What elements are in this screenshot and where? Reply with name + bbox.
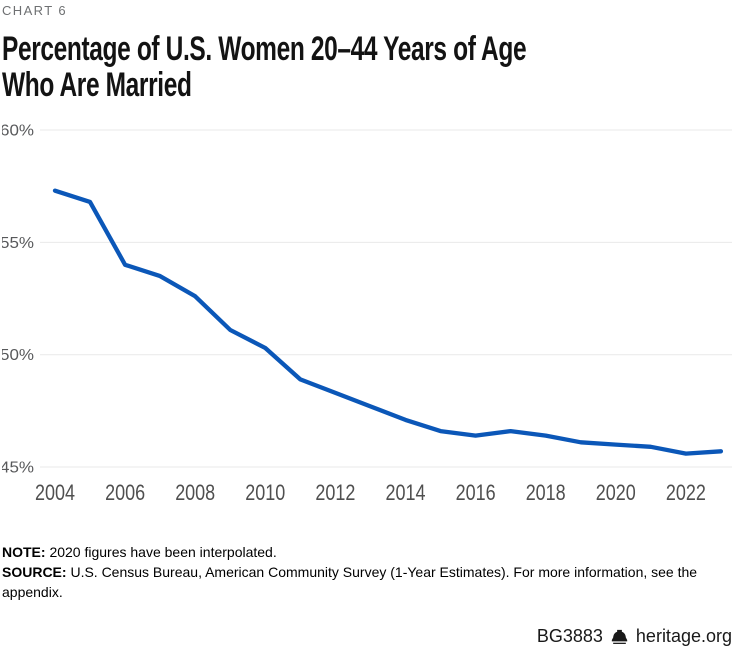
x-axis-label-2014: 2014 bbox=[386, 480, 426, 505]
footer: BG3883 heritage.org bbox=[2, 626, 734, 647]
series-line-percent-married bbox=[52, 188, 724, 456]
heritage-link: heritage.org bbox=[635, 626, 732, 646]
y-axis-label-60: 60% bbox=[2, 123, 34, 140]
y-axis-label-50: 50% bbox=[2, 347, 34, 364]
x-axis-label-2004: 2004 bbox=[35, 480, 75, 505]
note-line: NOTE: 2020 figures have been interpolate… bbox=[2, 542, 734, 562]
x-axis-label-2022: 2022 bbox=[666, 480, 706, 505]
note-label: NOTE: bbox=[2, 544, 46, 560]
line-chart: 60% 55% 50% 45%2004 2006 2008 2010 2012 2014 2016… bbox=[2, 123, 732, 505]
source-line: SOURCE: U.S. Census Bureau, American Com… bbox=[2, 562, 734, 602]
heritage-bell-icon bbox=[611, 629, 628, 644]
x-axis-label-2006: 2006 bbox=[105, 480, 145, 505]
x-axis-label-2020: 2020 bbox=[596, 480, 636, 505]
x-axis-label-2012: 2012 bbox=[315, 480, 355, 505]
chart-number-label: CHART 6 bbox=[2, 3, 67, 18]
notes-block: NOTE: 2020 figures have been interpolate… bbox=[2, 542, 734, 602]
y-axis-label-55: 55% bbox=[2, 235, 34, 252]
y-axis-label-45: 45% bbox=[2, 460, 34, 477]
source-text: U.S. Census Bureau, American Community S… bbox=[2, 564, 698, 600]
x-axis-label-2018: 2018 bbox=[526, 480, 566, 505]
chart-title: Percentage of U.S. Women 20–44 Years of … bbox=[2, 31, 529, 103]
chart-title-line1: Percentage of U.S. Women 20–44 Years of … bbox=[2, 30, 527, 68]
chart-title-line2: Who Are Married bbox=[2, 66, 192, 104]
x-axis-label-2008: 2008 bbox=[175, 480, 215, 505]
x-axis-label-2016: 2016 bbox=[456, 480, 496, 505]
note-text: 2020 figures have been interpolated. bbox=[49, 544, 277, 560]
doc-id: BG3883 bbox=[536, 626, 603, 646]
x-axis-label-2010: 2010 bbox=[245, 480, 285, 505]
source-label: SOURCE: bbox=[2, 564, 67, 580]
